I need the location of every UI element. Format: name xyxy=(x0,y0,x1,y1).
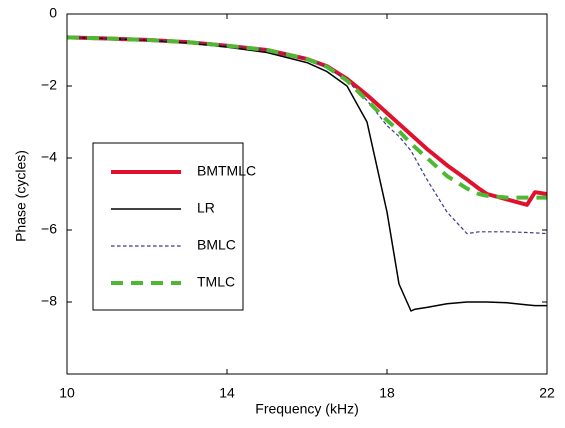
legend-label: TMLC xyxy=(197,274,235,290)
legend-label: BMLC xyxy=(197,237,236,253)
y-tick-label: −6 xyxy=(41,221,57,237)
x-axis-label: Frequency (kHz) xyxy=(255,401,358,417)
y-tick-label: −8 xyxy=(41,293,57,309)
x-tick-label: 14 xyxy=(219,385,235,401)
y-tick-label: −2 xyxy=(41,77,57,93)
series-line xyxy=(67,35,547,200)
y-tick-label: −4 xyxy=(41,149,57,165)
x-tick-label: 10 xyxy=(59,385,75,401)
legend-label: BMTMLC xyxy=(197,163,256,179)
plot-frame xyxy=(66,13,548,375)
y-axis-label: Phase (cycles) xyxy=(13,150,29,242)
legend-label: LR xyxy=(197,200,215,216)
x-tick-label: 22 xyxy=(539,385,555,401)
y-tick-label: 0 xyxy=(49,5,57,21)
x-tick-label: 18 xyxy=(379,385,395,401)
